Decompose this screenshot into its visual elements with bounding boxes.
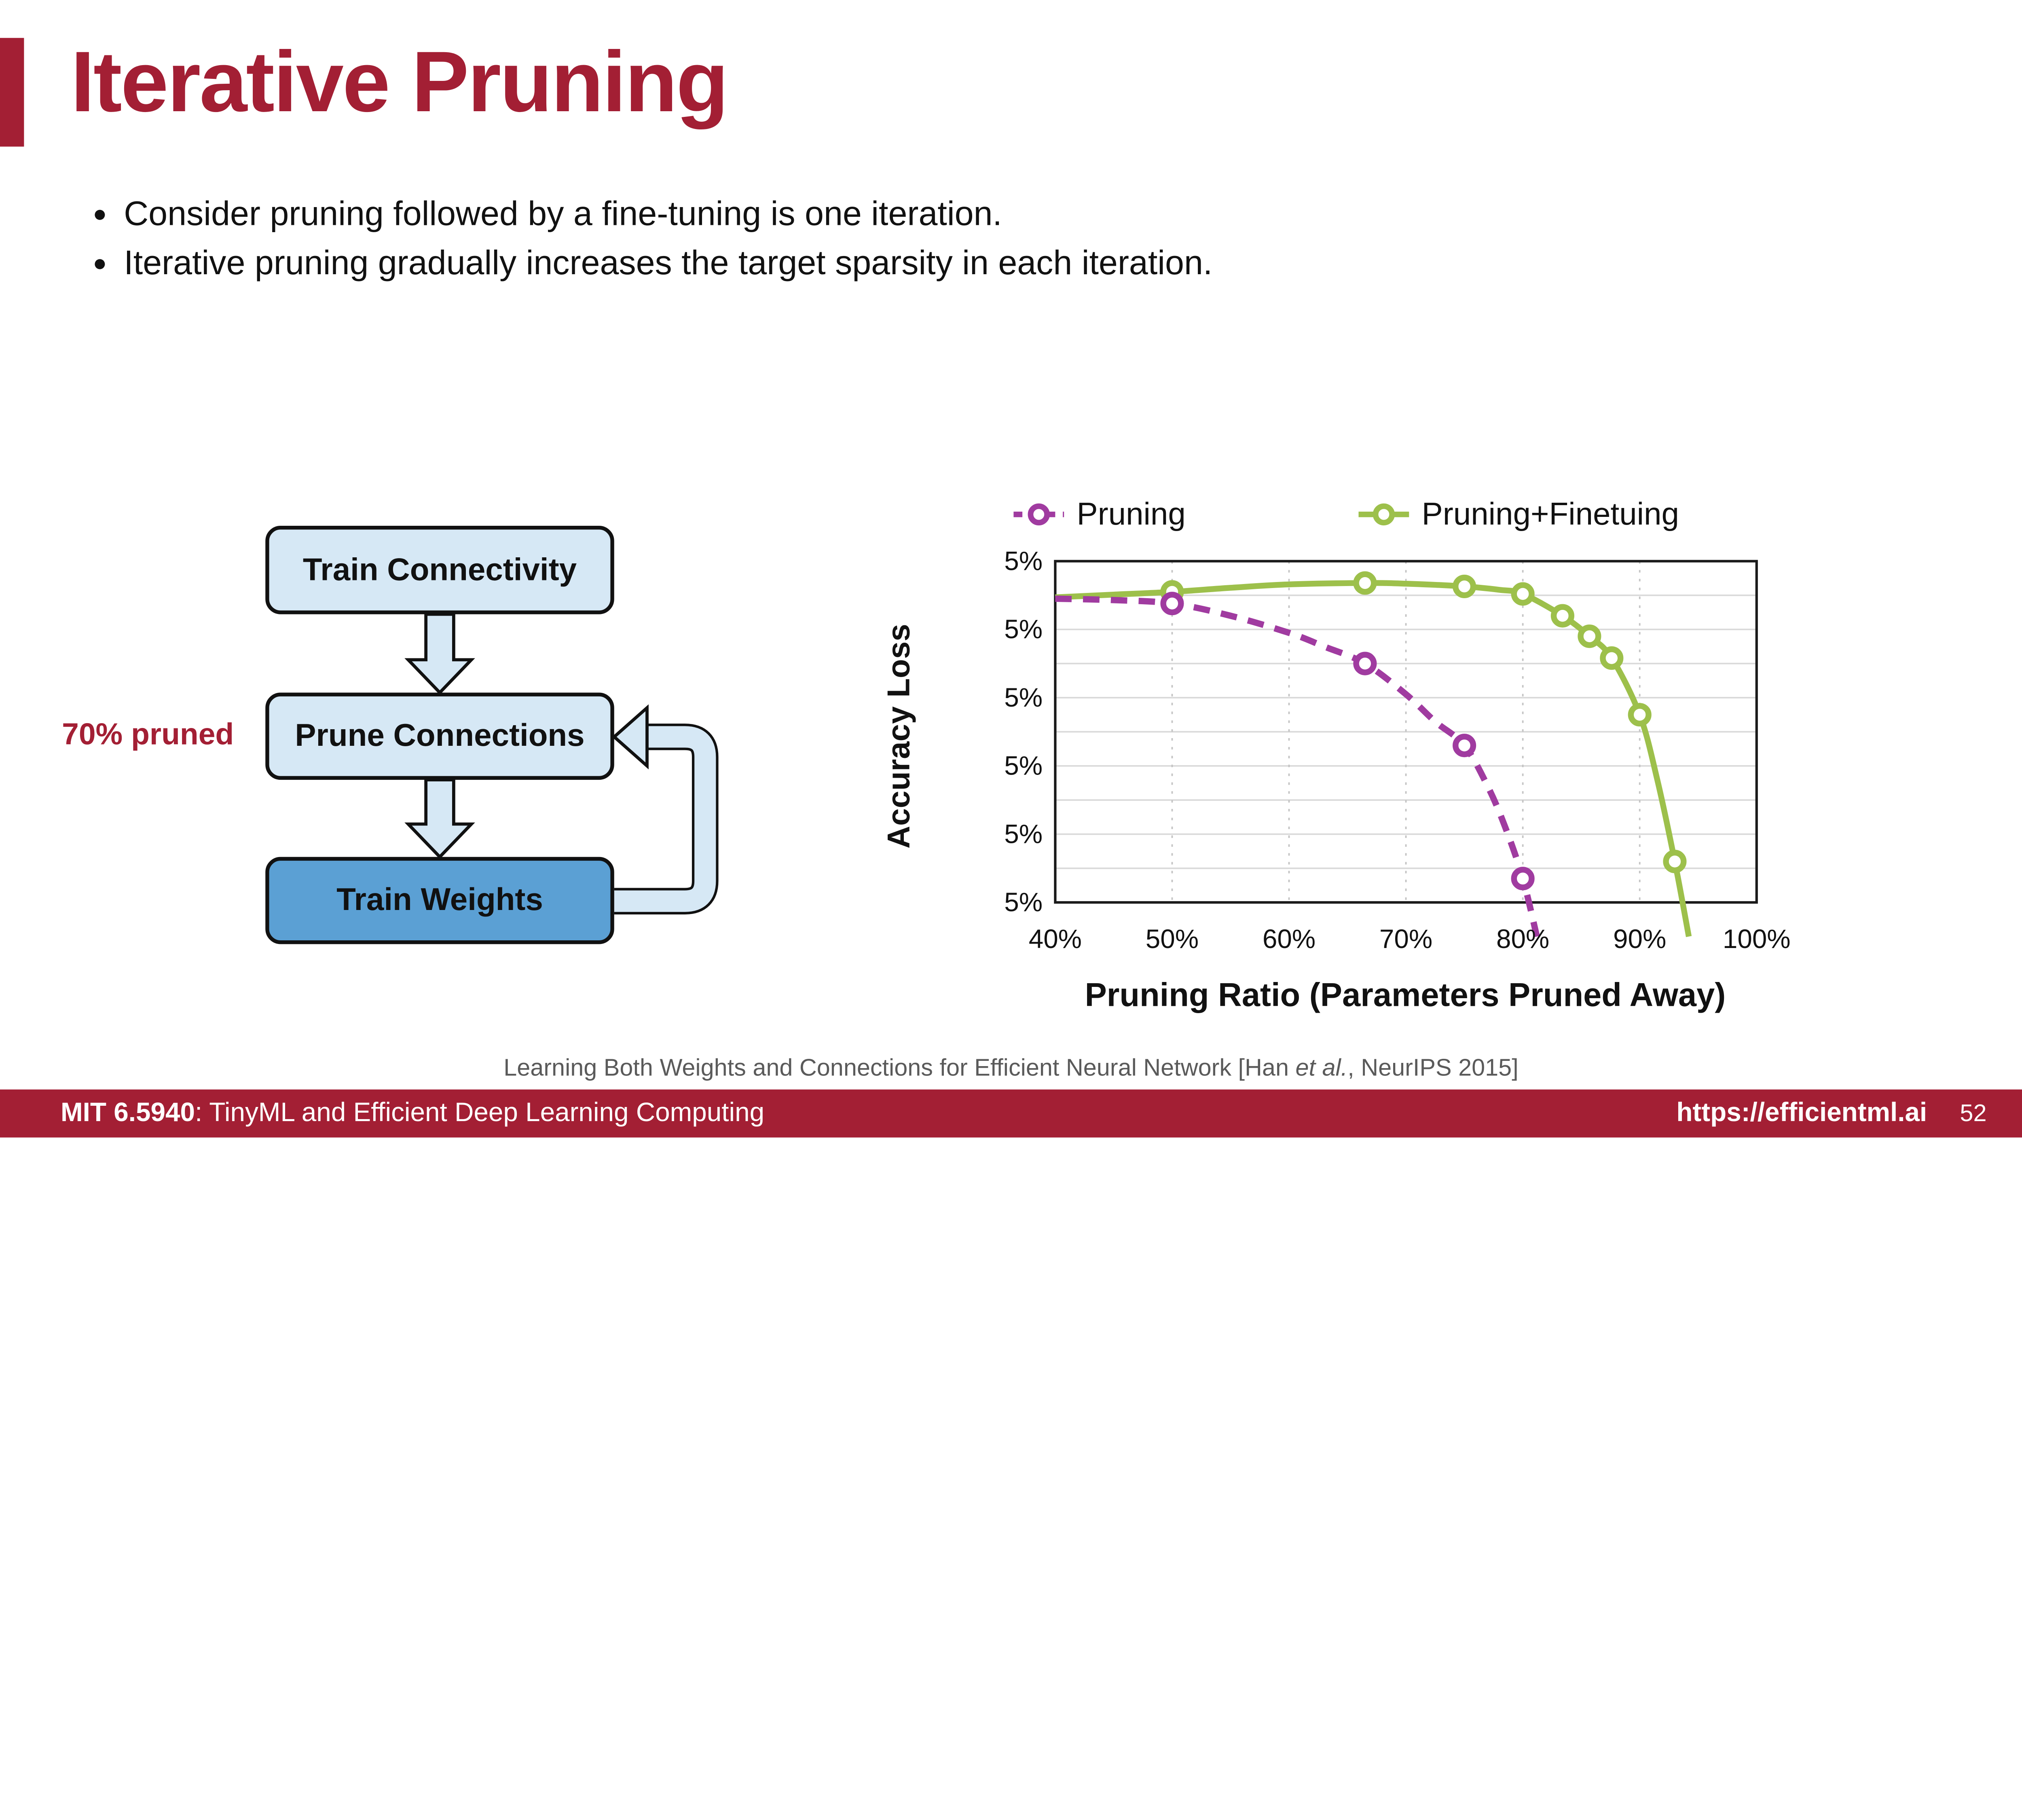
flow-box-train-connectivity: Train Connectivity [265,526,614,614]
page-title: Iterative Pruning [71,34,729,130]
svg-text:-4.5%: -4.5% [1005,887,1043,917]
footer-url[interactable]: https://efficientml.ai [1676,1098,1927,1128]
accuracy-chart: Pruning Pruning+Finetuing 0.5% -0.5% -1.5% -… [872,480,1895,1062]
svg-text:-0.5%: -0.5% [1005,614,1043,644]
legend-label: Pruning+Finetuing [1421,496,1679,532]
pruned-annotation: 70% pruned [62,718,234,752]
bullet-item: Consider pruning followed by a fine-tuni… [124,190,1212,239]
bullet-item: Iterative pruning gradually increases th… [124,239,1212,288]
title-accent-bar [0,38,24,147]
citation-text: Learning Both Weights and Connections fo… [503,1055,1296,1082]
svg-text:0.5%: 0.5% [1005,548,1043,576]
svg-text:80%: 80% [1496,924,1549,954]
x-axis-label: Pruning Ratio (Parameters Pruned Away) [1085,976,1726,1014]
svg-text:-3.5%: -3.5% [1005,819,1043,849]
footer-course-number: MIT 6.5940 [61,1098,195,1128]
svg-text:50%: 50% [1146,924,1199,954]
legend-marker-icon [1358,503,1409,526]
page-number: 52 [1960,1100,1987,1128]
svg-text:60%: 60% [1263,924,1316,954]
loop-arrow-band [614,726,716,912]
bullet-list: Consider pruning followed by a fine-tuni… [76,190,1212,289]
legend-label: Pruning [1077,496,1186,532]
svg-text:40%: 40% [1029,924,1082,954]
citation-suffix: , NeurIPS 2015] [1347,1055,1519,1082]
legend-item-pruning-finetuing: Pruning+Finetuing [1358,495,1679,533]
svg-text:-1.5%: -1.5% [1005,683,1043,712]
footer-bar: MIT 6.5940: TinyML and Efficient Deep Le… [0,1089,2022,1138]
citation-etal: et al. [1295,1055,1348,1082]
flow-arrows-graphic [404,612,719,914]
flow-box-train-weights: Train Weights [265,857,614,944]
svg-text:-2.5%: -2.5% [1005,751,1043,781]
down-arrow-icon [404,612,475,695]
flow-box-prune-connections: Prune Connections [265,692,614,780]
legend-item-pruning: Pruning [1013,495,1186,533]
chart-plot: 0.5% -0.5% -1.5% -2.5% -3.5% -4.5% 40% 50% 60% 70… [1005,548,1791,954]
svg-text:90%: 90% [1613,924,1666,954]
pruning-flow-diagram: Train Connectivity Prune Connections Tra… [0,506,834,986]
svg-text:100%: 100% [1723,924,1791,954]
y-axis-label: Accuracy Loss [881,624,917,849]
footer-course: MIT 6.5940: TinyML and Efficient Deep Le… [61,1098,764,1129]
footer-course-title: : TinyML and Efficient Deep Learning Com… [195,1098,765,1128]
slide-root: Iterative Pruning Consider pruning follo… [0,0,2022,1138]
citation: Learning Both Weights and Connections fo… [0,1055,2022,1083]
loop-arrowhead-icon [611,704,649,770]
svg-text:70%: 70% [1379,924,1432,954]
legend-marker-icon [1013,503,1064,526]
down-arrow-icon [404,778,475,859]
loop-arrow-band-outline [614,724,719,914]
